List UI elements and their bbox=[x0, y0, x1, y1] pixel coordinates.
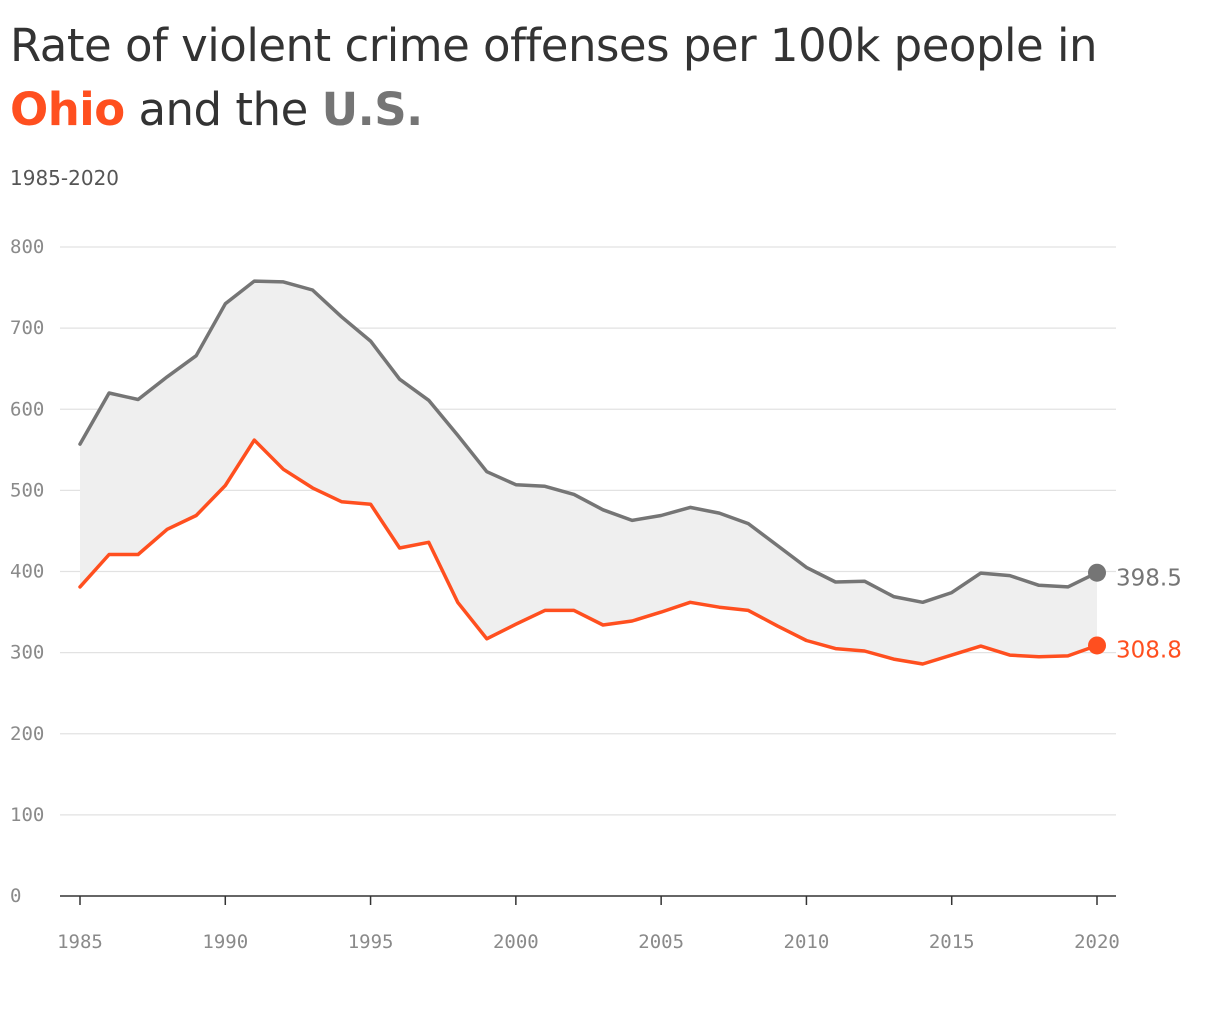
x-tick-label: 1985 bbox=[57, 931, 103, 953]
gap-band bbox=[80, 281, 1097, 664]
y-tick-label: 300 bbox=[10, 642, 44, 664]
x-tick-label: 2020 bbox=[1074, 931, 1120, 953]
end-label-ohio: 308.8 bbox=[1116, 637, 1182, 663]
y-tick-label: 200 bbox=[10, 723, 44, 745]
x-tick-label: 2005 bbox=[638, 931, 684, 953]
series-line-ohio bbox=[78, 438, 1099, 666]
x-tick-label: 1990 bbox=[202, 931, 248, 953]
x-tick-label: 2010 bbox=[784, 931, 830, 953]
y-axis-ticks: 0 100 200 300 400 500 600 700 800 bbox=[10, 236, 44, 907]
x-axis-ticks: 1985 1990 1995 2000 2005 2010 2015 2020 bbox=[57, 896, 1120, 953]
y-tick-label: 100 bbox=[10, 804, 44, 826]
title-ohio: Ohio bbox=[10, 83, 125, 136]
x-tick-label: 2000 bbox=[493, 931, 539, 953]
y-tick-label: 0 bbox=[10, 885, 21, 907]
series-line-us bbox=[78, 279, 1099, 605]
y-tick-label: 600 bbox=[10, 398, 44, 420]
x-tick-label: 2015 bbox=[929, 931, 975, 953]
chart-title: Rate of violent crime offenses per 100k … bbox=[10, 14, 1200, 142]
end-point-us bbox=[1088, 563, 1106, 582]
title-prefix: Rate of violent crime offenses per 100k … bbox=[10, 19, 1098, 72]
end-point-ohio bbox=[1088, 636, 1106, 655]
end-label-us: 398.5 bbox=[1116, 566, 1182, 592]
chart-subtitle: 1985-2020 bbox=[10, 166, 120, 190]
y-tick-label: 500 bbox=[10, 479, 44, 501]
y-tick-label: 700 bbox=[10, 317, 44, 339]
y-tick-label: 800 bbox=[10, 236, 44, 258]
title-and: and the bbox=[138, 83, 308, 136]
x-tick-label: 1995 bbox=[348, 931, 394, 953]
title-us: U.S. bbox=[321, 83, 424, 136]
y-tick-label: 400 bbox=[10, 561, 44, 583]
